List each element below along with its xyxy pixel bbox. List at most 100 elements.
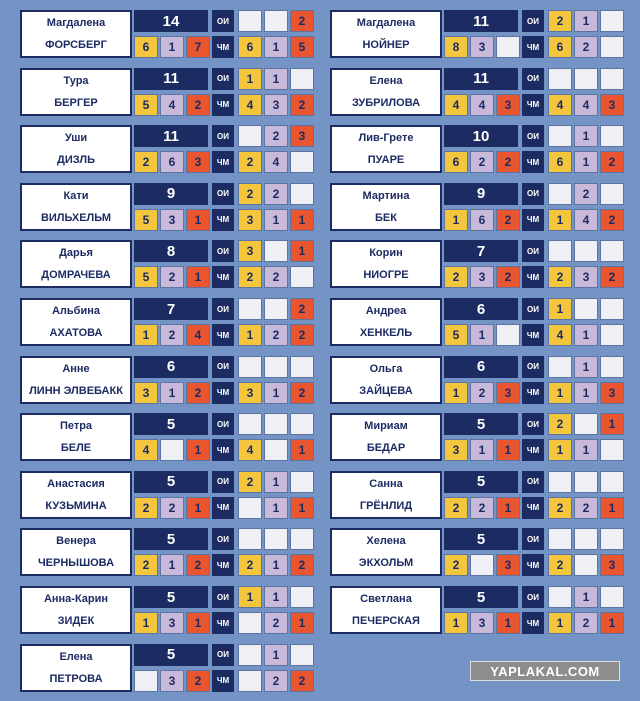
world-label: ЧМ [212, 324, 234, 346]
medal-cell: 5 [134, 93, 158, 116]
medal-cell: 1 [574, 125, 598, 148]
first-name: Ольга [369, 362, 403, 375]
medal-cell: 3 [470, 266, 494, 289]
medal-cell: 1 [160, 36, 184, 58]
medal-cell: 1 [290, 439, 314, 462]
medal-cell [264, 240, 288, 263]
first-name: Елена [369, 74, 403, 87]
medal-cell [290, 413, 314, 436]
medal-cell: 1 [238, 67, 262, 90]
medal-cell: 2 [574, 182, 598, 205]
medal-cell: 2 [496, 151, 520, 174]
medal-cell: 1 [600, 612, 624, 634]
first-name: Кати [63, 189, 89, 202]
medal-cell: 2 [600, 266, 624, 289]
name-box: Ольга ЗАЙЦЕВА [330, 355, 442, 404]
medal-cell [264, 439, 288, 462]
medal-cell: 4 [264, 151, 288, 174]
medal-cell [548, 528, 572, 551]
medal-cell: 1 [574, 355, 598, 378]
last-name: ФОРСБЕРГ [45, 39, 107, 51]
medal-cell: 1 [264, 208, 288, 231]
medal-cell: 1 [600, 496, 624, 519]
name-box: Анастасия КУЗЬМИНА [20, 470, 132, 519]
medal-cell [600, 240, 624, 263]
medal-cell: 1 [470, 439, 494, 462]
name-box: Венера ЧЕРНЫШОВА [20, 528, 132, 577]
first-name: Корин [369, 247, 403, 260]
medal-cell: 1 [264, 554, 288, 577]
medal-cell: 2 [160, 324, 184, 346]
world-label: ЧМ [522, 554, 544, 577]
medal-cell: 1 [496, 496, 520, 519]
medal-cell: 2 [496, 208, 520, 231]
medal-cell [290, 151, 314, 174]
medal-cell: 3 [574, 266, 598, 289]
name-box: Магдалена ФОРСБЕРГ [20, 10, 132, 58]
first-name: Анне [62, 362, 90, 375]
total: 6 [134, 355, 208, 378]
medal-cell [600, 36, 624, 58]
olympics-label: ОИ [212, 470, 234, 493]
medal-cell [548, 470, 572, 493]
medal-cell: 1 [264, 470, 288, 493]
medal-cell: 2 [290, 324, 314, 346]
name-box: Светлана ПЕЧЕРСКАЯ [330, 586, 442, 634]
medal-cell [160, 439, 184, 462]
medal-cell: 2 [600, 208, 624, 231]
medal-cell [290, 470, 314, 493]
first-name: Тура [63, 74, 89, 87]
medal-cell: 4 [574, 93, 598, 116]
last-name: ПЕЧЕРСКАЯ [352, 615, 420, 627]
last-name: БЕЛЕ [60, 442, 92, 455]
medal-cell [238, 669, 262, 692]
medal-cell: 2 [444, 266, 468, 289]
olympics-label: ОИ [522, 470, 544, 493]
medal-cell [238, 528, 262, 551]
medal-cell: 2 [548, 554, 572, 577]
medal-cell: 2 [574, 612, 598, 634]
first-name: Магдалена [356, 17, 416, 29]
total: 11 [134, 125, 208, 148]
medal-cell [600, 355, 624, 378]
medal-cell: 2 [444, 554, 468, 577]
medal-cell [238, 643, 262, 666]
world-label: ЧМ [522, 612, 544, 634]
medal-cell: 2 [444, 496, 468, 519]
medal-cell: 3 [160, 208, 184, 231]
medal-cell: 6 [548, 36, 572, 58]
medal-cell [600, 439, 624, 462]
medal-cell: 2 [238, 151, 262, 174]
medal-cell: 5 [134, 266, 158, 289]
medal-cell: 1 [574, 324, 598, 346]
olympics-label: ОИ [522, 413, 544, 436]
medal-cell [290, 355, 314, 378]
last-name: ПУАРЕ [367, 154, 405, 167]
world-label: ЧМ [212, 554, 234, 577]
medal-cell: 2 [238, 554, 262, 577]
world-label: ЧМ [212, 36, 234, 58]
olympics-label: ОИ [212, 10, 234, 32]
medal-cell: 3 [186, 151, 210, 174]
medal-cell: 2 [264, 669, 288, 692]
medal-cell: 1 [160, 554, 184, 577]
medal-cell: 1 [548, 298, 572, 320]
world-label: ЧМ [212, 496, 234, 519]
medal-cell [290, 586, 314, 608]
medal-cell [238, 10, 262, 32]
medal-cell: 1 [470, 324, 494, 346]
medal-cell: 2 [574, 36, 598, 58]
total: 14 [134, 10, 208, 32]
olympics-label: ОИ [522, 10, 544, 32]
medal-cell: 1 [496, 612, 520, 634]
medal-cell: 3 [496, 554, 520, 577]
medal-cell: 1 [444, 208, 468, 231]
medal-cell [574, 240, 598, 263]
last-name: ЗИДЕК [57, 615, 95, 627]
medal-cell: 2 [186, 381, 210, 404]
medal-cell [290, 182, 314, 205]
medal-cell [600, 67, 624, 90]
medal-cell: 3 [600, 93, 624, 116]
medal-cell: 3 [238, 208, 262, 231]
